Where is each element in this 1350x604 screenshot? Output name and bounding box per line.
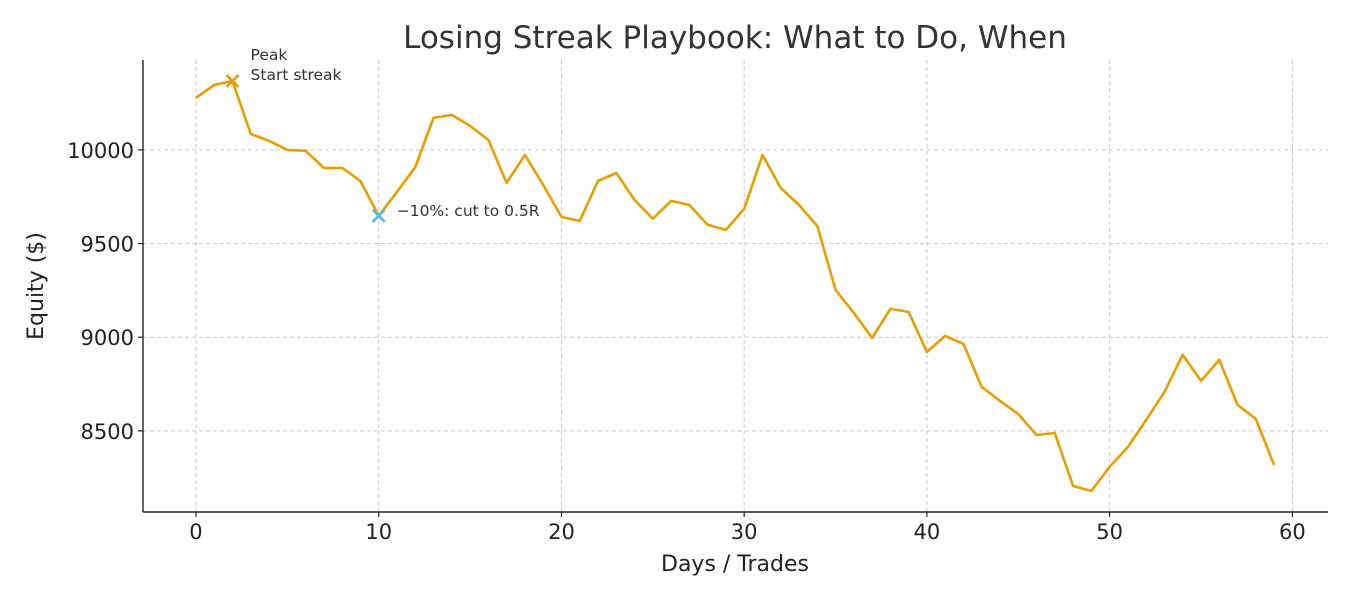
grid [143,60,1328,512]
x-marker-icon [225,74,240,88]
y-tick-label: 9000 [81,326,134,350]
ticks: 0 10 20 30 40 50 60 8500 9000 9500 10000 [67,139,1306,544]
annotation-text: −10%: cut to 0.5R [397,202,540,220]
x-tick-label: 0 [189,520,202,544]
annotation: −10%: cut to 0.5R [371,202,540,223]
equity-line [195,79,1276,493]
annotations: Peak Start streak −10%: cut to 0.5R [225,46,540,223]
x-tick-label: 20 [548,520,575,544]
y-tick-label: 9500 [81,233,134,257]
y-tick-label: 8500 [81,420,134,444]
annotation-text: Peak Start streak [251,46,342,84]
x-tick-label: 50 [1096,520,1123,544]
y-axis-label: Equity ($) [24,232,49,340]
x-tick-label: 60 [1279,520,1306,544]
chart-title: Losing Streak Playbook: What to Do, When [403,20,1067,56]
x-tick-label: 40 [914,520,941,544]
x-marker-icon [371,208,386,223]
axes [142,60,1328,513]
y-tick-label: 10000 [67,139,134,163]
series [195,79,1276,493]
x-tick-label: 30 [731,520,758,544]
x-tick-label: 10 [365,520,392,544]
x-axis-label: Days / Trades [661,552,809,577]
annotation: Peak Start streak [225,46,342,88]
